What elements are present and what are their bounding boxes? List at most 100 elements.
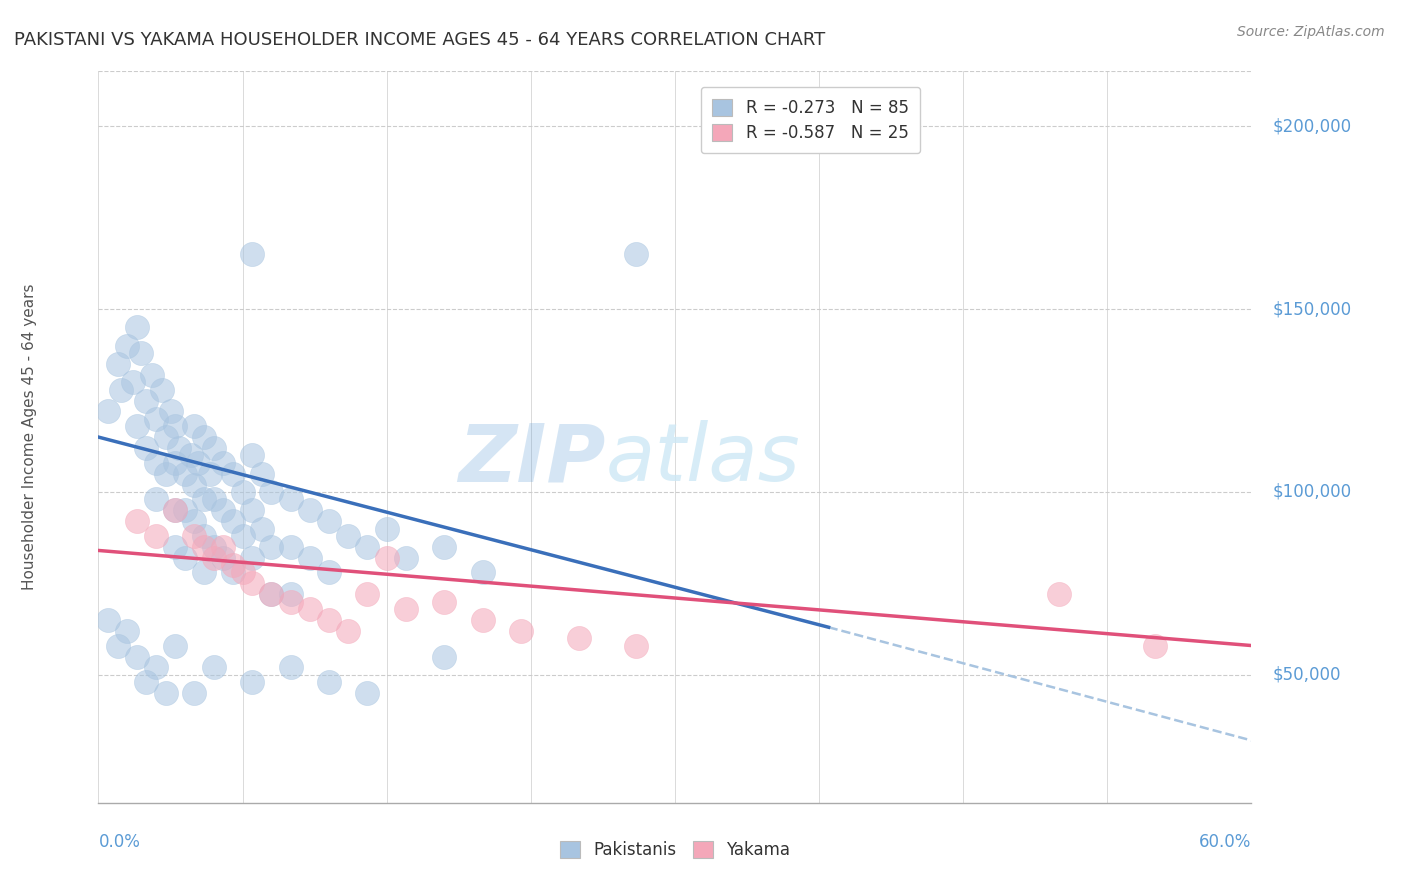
Text: Householder Income Ages 45 - 64 years: Householder Income Ages 45 - 64 years <box>21 284 37 591</box>
Point <box>174 550 197 565</box>
Text: atlas: atlas <box>606 420 800 498</box>
Point <box>260 587 283 601</box>
Point <box>298 550 321 565</box>
Point <box>356 686 378 700</box>
Point <box>165 456 187 470</box>
Point <box>117 338 138 352</box>
Point <box>231 566 254 580</box>
Point <box>222 467 245 481</box>
Point <box>375 550 398 565</box>
Point <box>198 467 221 481</box>
Point <box>222 514 245 528</box>
Point <box>240 448 263 462</box>
Point <box>212 540 235 554</box>
Point <box>318 566 340 580</box>
Point <box>395 602 418 616</box>
Text: $50,000: $50,000 <box>1272 665 1341 684</box>
Point <box>240 675 263 690</box>
Point <box>250 521 273 535</box>
Point <box>260 540 283 554</box>
Point <box>260 587 283 601</box>
Point <box>280 492 302 507</box>
Point <box>471 566 494 580</box>
Point <box>202 492 225 507</box>
Point <box>187 456 209 470</box>
Point <box>193 492 215 507</box>
Point <box>180 448 202 462</box>
Point <box>318 613 340 627</box>
Point <box>280 587 302 601</box>
Point <box>183 419 205 434</box>
Point <box>202 441 225 455</box>
Text: 60.0%: 60.0% <box>1199 833 1251 851</box>
Point <box>150 383 173 397</box>
Point <box>135 441 157 455</box>
Point <box>356 587 378 601</box>
Point <box>626 247 648 261</box>
Text: $200,000: $200,000 <box>1272 117 1351 136</box>
Point <box>117 624 138 638</box>
Point <box>167 441 190 455</box>
Point <box>183 686 205 700</box>
Point <box>125 514 148 528</box>
Point <box>125 419 148 434</box>
Point <box>107 639 129 653</box>
Point <box>433 540 456 554</box>
Point <box>145 456 167 470</box>
Point <box>298 602 321 616</box>
Point <box>222 566 245 580</box>
Point <box>165 503 187 517</box>
Point <box>510 624 533 638</box>
Point <box>193 566 215 580</box>
Point <box>183 529 205 543</box>
Point <box>202 660 225 674</box>
Point <box>129 346 152 360</box>
Text: 0.0%: 0.0% <box>98 833 141 851</box>
Point <box>433 594 456 608</box>
Point <box>155 430 177 444</box>
Point <box>1047 587 1070 601</box>
Point <box>298 503 321 517</box>
Point <box>1144 639 1167 653</box>
Point <box>97 613 120 627</box>
Point <box>433 649 456 664</box>
Point <box>212 503 235 517</box>
Text: $100,000: $100,000 <box>1272 483 1351 501</box>
Point <box>471 613 494 627</box>
Point <box>193 529 215 543</box>
Point <box>183 514 205 528</box>
Point <box>222 558 245 573</box>
Point <box>183 477 205 491</box>
Point <box>318 514 340 528</box>
Point <box>155 467 177 481</box>
Point <box>280 540 302 554</box>
Text: PAKISTANI VS YAKAMA HOUSEHOLDER INCOME AGES 45 - 64 YEARS CORRELATION CHART: PAKISTANI VS YAKAMA HOUSEHOLDER INCOME A… <box>14 31 825 49</box>
Point <box>626 639 648 653</box>
Point <box>337 624 360 638</box>
Point <box>356 540 378 554</box>
Point <box>193 540 215 554</box>
Point <box>145 660 167 674</box>
Point <box>250 467 273 481</box>
Point <box>107 357 129 371</box>
Point <box>165 503 187 517</box>
Point <box>165 540 187 554</box>
Point <box>125 320 148 334</box>
Point <box>174 503 197 517</box>
Text: ZIP: ZIP <box>458 420 606 498</box>
Point <box>110 383 132 397</box>
Point <box>260 485 283 500</box>
Point <box>280 660 302 674</box>
Point <box>240 247 263 261</box>
Point <box>212 456 235 470</box>
Point <box>231 485 254 500</box>
Text: $150,000: $150,000 <box>1272 300 1351 318</box>
Point <box>165 419 187 434</box>
Point <box>568 632 591 646</box>
Point <box>202 540 225 554</box>
Point <box>231 529 254 543</box>
Point <box>145 412 167 426</box>
Point <box>165 639 187 653</box>
Point <box>318 675 340 690</box>
Point <box>202 550 225 565</box>
